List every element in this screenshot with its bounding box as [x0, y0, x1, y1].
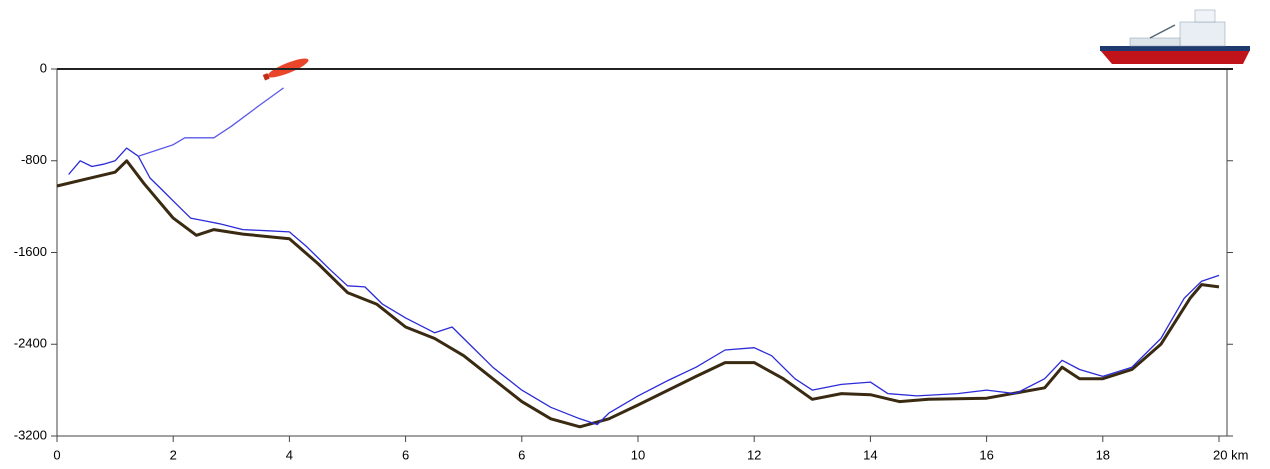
profile-line: [68, 147, 1220, 426]
x-tick-label: 4: [286, 447, 293, 462]
x-tick-label: 20 km: [1213, 447, 1248, 462]
y-tick-label: -1600: [14, 244, 47, 259]
x-tick-label: 18: [1096, 447, 1110, 462]
y-tick-label: -2400: [14, 336, 47, 351]
profile-line: [138, 87, 284, 157]
x-tick-label: 6: [402, 447, 409, 462]
x-tick-label: 2: [170, 447, 177, 462]
profile-line: [56, 159, 1220, 429]
y-tick-label: -800: [21, 152, 47, 167]
x-tick-label: 12: [747, 447, 761, 462]
ship-icon: [1100, 9, 1250, 64]
y-tick-label: 0: [40, 60, 47, 75]
x-tick-label: 10: [631, 447, 645, 462]
x-tick-label: 14: [863, 447, 877, 462]
x-tick-label: 0: [53, 447, 60, 462]
x-tick-label: 16: [979, 447, 993, 462]
x-tick-label: 6: [518, 447, 525, 462]
y-tick-label: -3200: [14, 427, 47, 442]
